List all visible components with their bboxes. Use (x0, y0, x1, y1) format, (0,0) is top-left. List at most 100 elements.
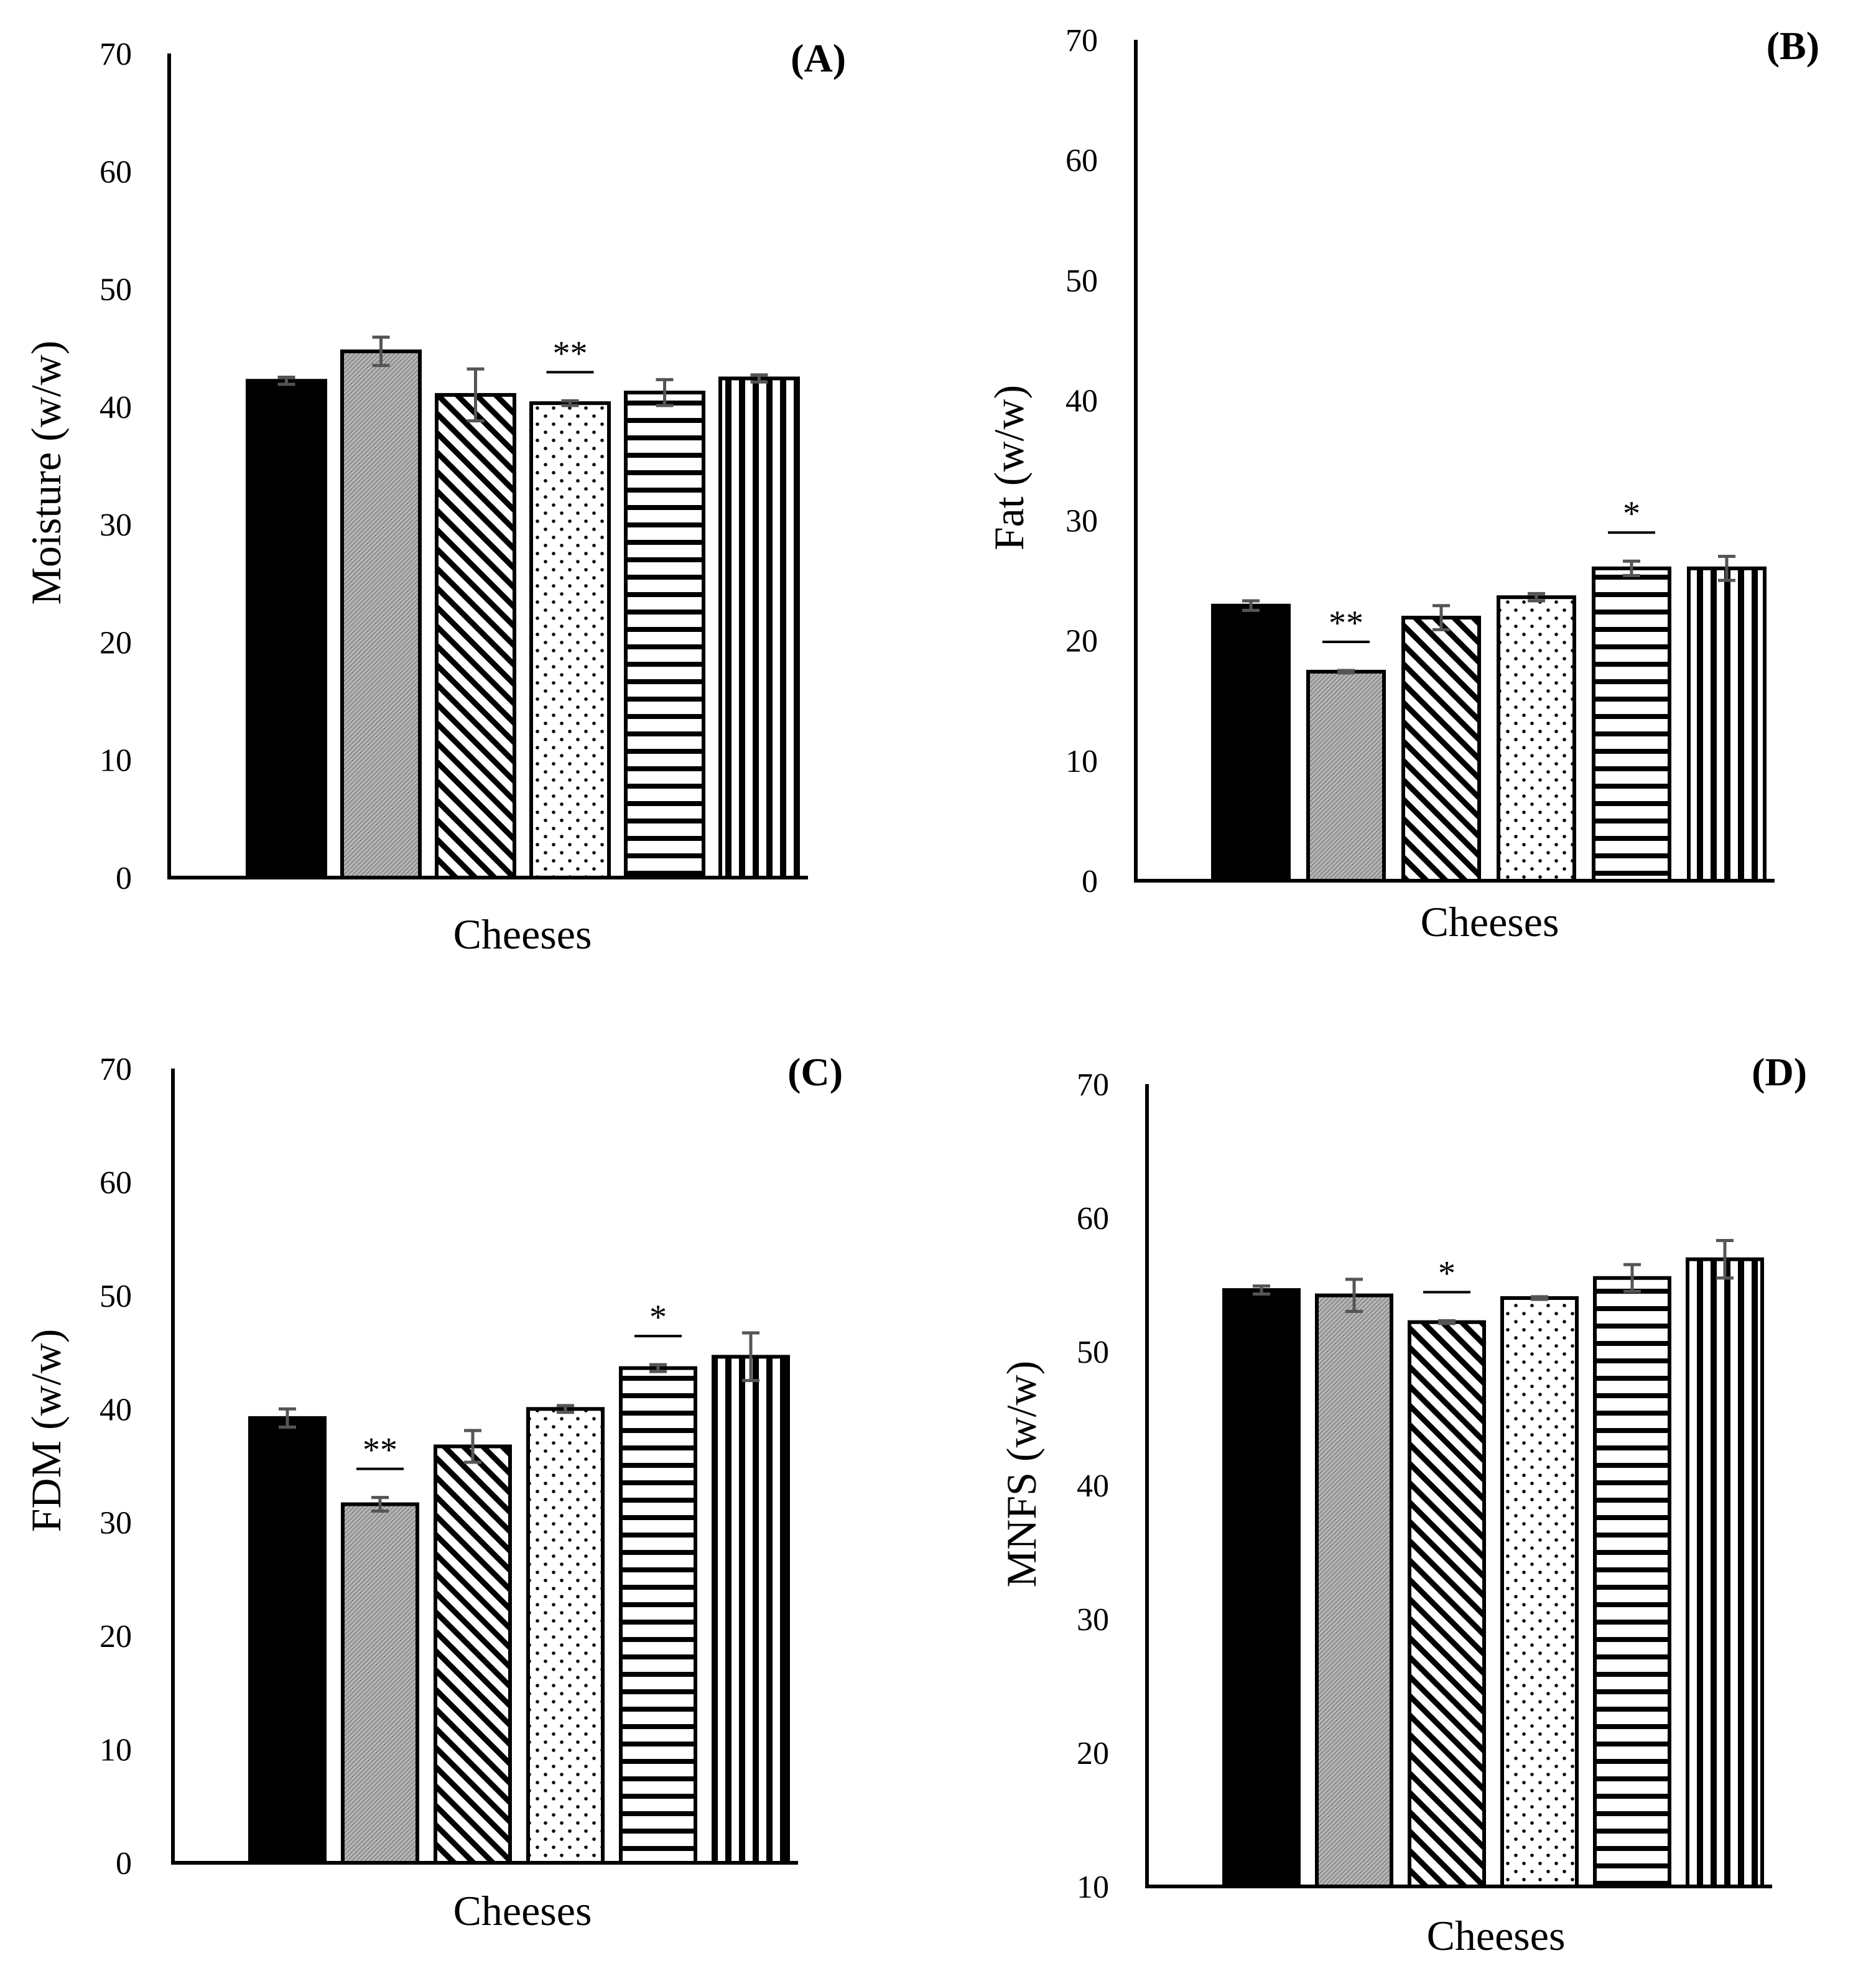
panel-a-bar-4 (529, 401, 611, 879)
panel-a-bar-6 (718, 376, 800, 879)
panel-a-error-bar-5 (656, 378, 674, 407)
panel-d-x-axis-label: Cheeses (1427, 1912, 1566, 1959)
panel-a-significance-mark: ** (553, 334, 588, 373)
panel-b-label: (B) (1767, 24, 1819, 68)
panel-c-bar-2 (341, 1502, 419, 1865)
panel-d-y-tick-label: 30 (1077, 1602, 1109, 1638)
panel-a-y-tick-label: 70 (100, 37, 132, 72)
panel-b-y-tick-label: 10 (1066, 744, 1098, 779)
panel-c-y-tick-label: 0 (116, 1846, 132, 1881)
panel-b-significance-mark: ** (1329, 604, 1363, 642)
panel-d-error-bar-3 (1438, 1319, 1456, 1325)
panel-c-error-bar-3 (464, 1429, 481, 1464)
panel-d-bar-2 (1315, 1293, 1393, 1888)
panel-b-y-tick-label: 0 (1082, 864, 1098, 899)
panel-b-bar-3 (1401, 616, 1481, 883)
panel-c-y-tick-label: 40 (100, 1392, 132, 1427)
panel-d: (D) Cheeses MNFS (w/w) * 10 20 30 40 50 60 70 (998, 1050, 1807, 1959)
panel-b-bar-4 (1497, 595, 1576, 883)
panel-a-bar-1 (246, 379, 327, 879)
panel-b-bar-5 (1592, 566, 1671, 883)
panel-c-bar-3 (434, 1444, 512, 1865)
panel-b-significance-mark: * (1623, 494, 1640, 533)
panel-a-y-axis-label: Moisture (w/w) (22, 341, 70, 605)
panel-b-error-bar-2 (1337, 669, 1355, 675)
panel-a-error-bar-4 (561, 399, 579, 407)
panel-d-y-tick-label: 10 (1077, 1870, 1109, 1905)
panel-c-significance-mark: * (649, 1298, 667, 1337)
panel-d-error-bar-2 (1345, 1278, 1363, 1313)
panel-d-error-bar-5 (1623, 1263, 1641, 1293)
panel-b-y-axis-label: Fat (w/w) (985, 385, 1033, 550)
panel-c-label: (C) (787, 1050, 843, 1094)
panel-a-error-bar-6 (750, 373, 768, 384)
panel-c-bar-6 (712, 1355, 790, 1865)
panel-d-error-bar-6 (1716, 1239, 1734, 1280)
panel-a-y-tick-label: 60 (100, 154, 132, 190)
panel-d-bar-3 (1408, 1320, 1486, 1888)
panel-c-y-tick-label: 70 (100, 1052, 132, 1087)
panel-c-bar-5 (619, 1366, 697, 1865)
panel-c-error-bar-2 (371, 1496, 389, 1513)
panel-d-bar-4 (1500, 1296, 1579, 1888)
panel-b-error-bar-4 (1528, 591, 1545, 603)
panel-c-x-axis-label: Cheeses (453, 1887, 592, 1934)
panel-a-y-tick-label: 50 (100, 272, 132, 308)
panel-a-label: (A) (791, 36, 846, 80)
panel-b-y-tick-label: 30 (1066, 504, 1098, 539)
panel-a-error-bar-3 (467, 367, 485, 423)
panel-a-y-tick-label: 10 (100, 743, 132, 779)
panel-a-y-tick-label: 40 (100, 390, 132, 425)
panel-d-marks: * 10 20 30 40 50 60 70 (1077, 1067, 1772, 1905)
panel-c-y-tick-label: 10 (100, 1733, 132, 1768)
panel-c-y-tick-label: 30 (100, 1506, 132, 1541)
panel-d-bar-1 (1222, 1288, 1301, 1889)
panel-a-bar-5 (624, 391, 705, 879)
panel-d-label: (D) (1752, 1050, 1807, 1094)
panel-c-significance-mark: ** (363, 1431, 397, 1470)
panel-a: (A) Cheeses Moisture (w/w) ** 0 10 20 30 40 50… (22, 36, 846, 958)
panel-b-error-bar-1 (1242, 599, 1260, 612)
panel-a-bar-2 (340, 349, 422, 879)
panel-d-y-axis-label: MNFS (w/w) (998, 1361, 1045, 1588)
panel-d-error-bar-4 (1531, 1295, 1548, 1301)
panel-a-error-bar-1 (277, 376, 295, 386)
panel-b-bar-6 (1687, 566, 1767, 883)
panel-d-significance-mark: * (1438, 1255, 1456, 1293)
panel-b-y-tick-label: 20 (1066, 624, 1098, 659)
panel-b-y-tick-label: 70 (1066, 23, 1098, 58)
panel-d-error-bar-1 (1253, 1284, 1270, 1296)
panel-b-y-tick-label: 40 (1066, 383, 1098, 419)
panel-a-x-axis-label: Cheeses (453, 911, 592, 958)
panel-b-error-bar-3 (1433, 604, 1450, 631)
panel-c-error-bar-5 (649, 1363, 667, 1373)
panel-c-error-bar-4 (557, 1404, 574, 1414)
panel-b-x-axis-label: Cheeses (1421, 898, 1559, 945)
panel-b-bar-2 (1306, 669, 1386, 883)
panel-b-bar-1 (1211, 603, 1291, 883)
panel-d-y-tick-label: 60 (1077, 1201, 1109, 1236)
panel-c-y-tick-label: 50 (100, 1279, 132, 1314)
panel-c-y-axis-label: FDM (w/w) (22, 1329, 70, 1533)
panel-c-bar-1 (248, 1416, 327, 1865)
panel-a-marks: ** 0 10 20 30 40 50 60 70 (100, 37, 808, 896)
panel-d-y-tick-label: 50 (1077, 1335, 1109, 1370)
panel-d-y-tick-label: 40 (1077, 1468, 1109, 1504)
panel-a-error-bar-2 (372, 335, 390, 368)
panel-a-y-tick-label: 30 (100, 508, 132, 543)
panel-c-error-bar-1 (279, 1407, 296, 1429)
panel-c-y-tick-label: 60 (100, 1165, 132, 1200)
panel-c-y-tick-label: 20 (100, 1619, 132, 1654)
panel-a-y-tick-label: 0 (116, 861, 132, 896)
panel-c-error-bar-6 (742, 1331, 759, 1383)
panel-b-y-tick-label: 50 (1066, 263, 1098, 299)
panel-a-bar-3 (435, 392, 516, 879)
panel-d-bar-6 (1686, 1257, 1764, 1888)
panel-b-y-tick-label: 60 (1066, 143, 1098, 179)
panel-a-y-tick-label: 20 (100, 625, 132, 661)
